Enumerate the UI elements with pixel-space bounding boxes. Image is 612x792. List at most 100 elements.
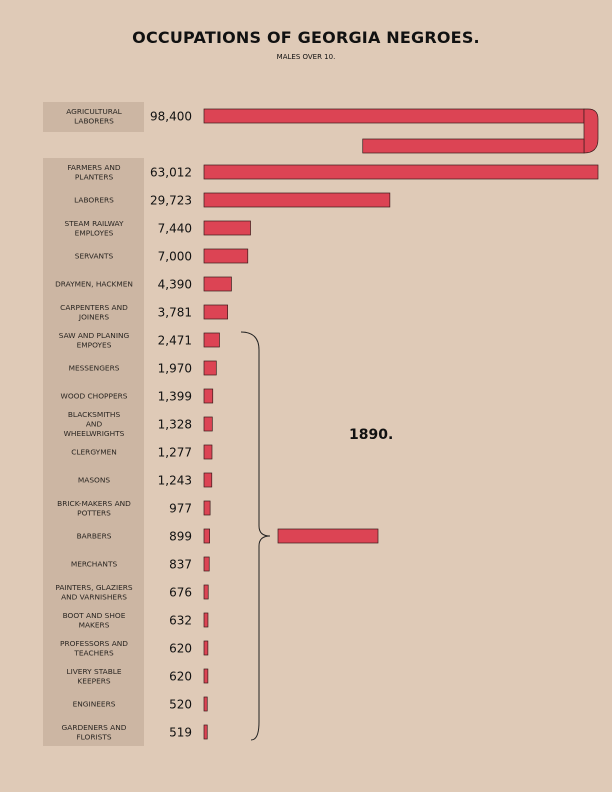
category-label-box	[43, 522, 144, 550]
bar-wrap	[583, 108, 599, 154]
bar	[203, 388, 214, 404]
value-label: 7,000	[158, 250, 192, 264]
category-label: DRAYMEN, HACKMEN	[55, 280, 133, 289]
category-label-box	[43, 270, 144, 298]
value-label: 2,471	[158, 334, 192, 348]
category-label-box	[43, 718, 144, 746]
bar	[203, 612, 209, 628]
category-label: EMPOYES	[77, 340, 112, 349]
category-label-box	[43, 158, 144, 186]
value-label: 620	[169, 642, 192, 656]
value-label: 620	[169, 670, 192, 684]
category-label: LIVERY STABLE	[66, 667, 121, 676]
category-label: BRICK-MAKERS AND	[57, 499, 131, 508]
bar	[203, 640, 209, 656]
value-label: 837	[169, 558, 192, 572]
bar	[203, 220, 251, 236]
bar	[203, 528, 210, 544]
category-label: FLORISTS	[76, 732, 111, 741]
category-label-box	[43, 354, 144, 382]
category-label: PLANTERS	[75, 172, 114, 181]
category-label: EMPLOYES	[75, 228, 114, 237]
value-label: 676	[169, 586, 192, 600]
category-label: WHEELWRIGHTS	[64, 429, 125, 438]
bar-return	[362, 138, 585, 154]
category-label: AND	[86, 420, 103, 429]
category-label: POTTERS	[77, 508, 111, 517]
bar	[203, 724, 208, 740]
value-label: 1,970	[158, 362, 192, 376]
value-label: 4,390	[158, 278, 192, 292]
bar	[203, 500, 211, 516]
category-label-box	[43, 242, 144, 270]
value-label: 632	[169, 614, 192, 628]
category-label: TEACHERS	[73, 648, 114, 657]
category-label: MERCHANTS	[71, 560, 118, 569]
value-label: 1,399	[158, 390, 192, 404]
category-label: MESSENGERS	[69, 364, 120, 373]
value-label: 520	[169, 698, 192, 712]
category-label: MASONS	[78, 476, 110, 485]
chart-subtitle: MALES OVER 10.	[276, 53, 336, 61]
bar	[203, 108, 585, 124]
value-label: 29,723	[150, 194, 192, 208]
bar	[203, 444, 213, 460]
value-label: 3,781	[158, 306, 192, 320]
value-label: 1,277	[158, 446, 192, 460]
category-label-box	[43, 298, 144, 326]
category-label: MAKERS	[79, 620, 110, 629]
category-label-box	[43, 214, 144, 242]
category-label: BLACKSMITHS	[68, 410, 121, 419]
category-label-box	[43, 438, 144, 466]
category-label-box	[43, 494, 144, 522]
group-brace	[240, 331, 271, 741]
category-label: PROFESSORS AND	[60, 639, 128, 648]
bar	[203, 304, 228, 320]
category-label-box	[43, 606, 144, 634]
bar	[203, 276, 232, 292]
bar	[203, 248, 249, 264]
value-label: 1,328	[158, 418, 192, 432]
category-label: GARDENERS AND	[62, 723, 127, 732]
bar	[203, 416, 213, 432]
category-label-box	[43, 466, 144, 494]
category-label: STEAM RAILWAY	[64, 219, 124, 228]
category-label: SAW AND PLANING	[59, 331, 130, 340]
category-label-box	[43, 410, 144, 438]
category-label-box	[43, 690, 144, 718]
value-label: 977	[169, 502, 192, 516]
bar	[203, 472, 213, 488]
category-label: WOOD CHOPPERS	[61, 392, 128, 401]
year-label: 1890.	[349, 427, 394, 443]
value-label: 63,012	[150, 166, 192, 180]
group-total-bar	[277, 528, 379, 544]
category-label: LABORERS	[74, 116, 114, 125]
category-label-box	[43, 102, 144, 132]
category-label: CARPENTERS AND	[60, 303, 128, 312]
category-label: KEEPERS	[77, 676, 110, 685]
category-label: CLERGYMEN	[71, 448, 117, 457]
category-label: BOOT AND SHOE	[63, 611, 126, 620]
bar	[203, 332, 220, 348]
category-label-box	[43, 550, 144, 578]
value-label: 519	[169, 726, 192, 740]
bar	[203, 360, 217, 376]
category-label-box	[43, 578, 144, 606]
category-label-box	[43, 186, 144, 214]
bar	[203, 192, 391, 208]
category-label: FARMERS AND	[67, 163, 121, 172]
category-label: ENGINEERS	[73, 700, 116, 709]
bar	[203, 584, 209, 600]
category-label: AND VARNISHERS	[61, 592, 127, 601]
bar	[203, 668, 209, 684]
bar	[203, 556, 210, 572]
category-label-box	[43, 326, 144, 354]
category-label: LABORERS	[74, 196, 114, 205]
category-label: BARBERS	[77, 532, 112, 541]
bar	[203, 164, 599, 180]
value-label: 899	[169, 530, 192, 544]
value-label: 7,440	[158, 222, 192, 236]
category-label-box	[43, 662, 144, 690]
category-label: SERVANTS	[75, 252, 114, 261]
